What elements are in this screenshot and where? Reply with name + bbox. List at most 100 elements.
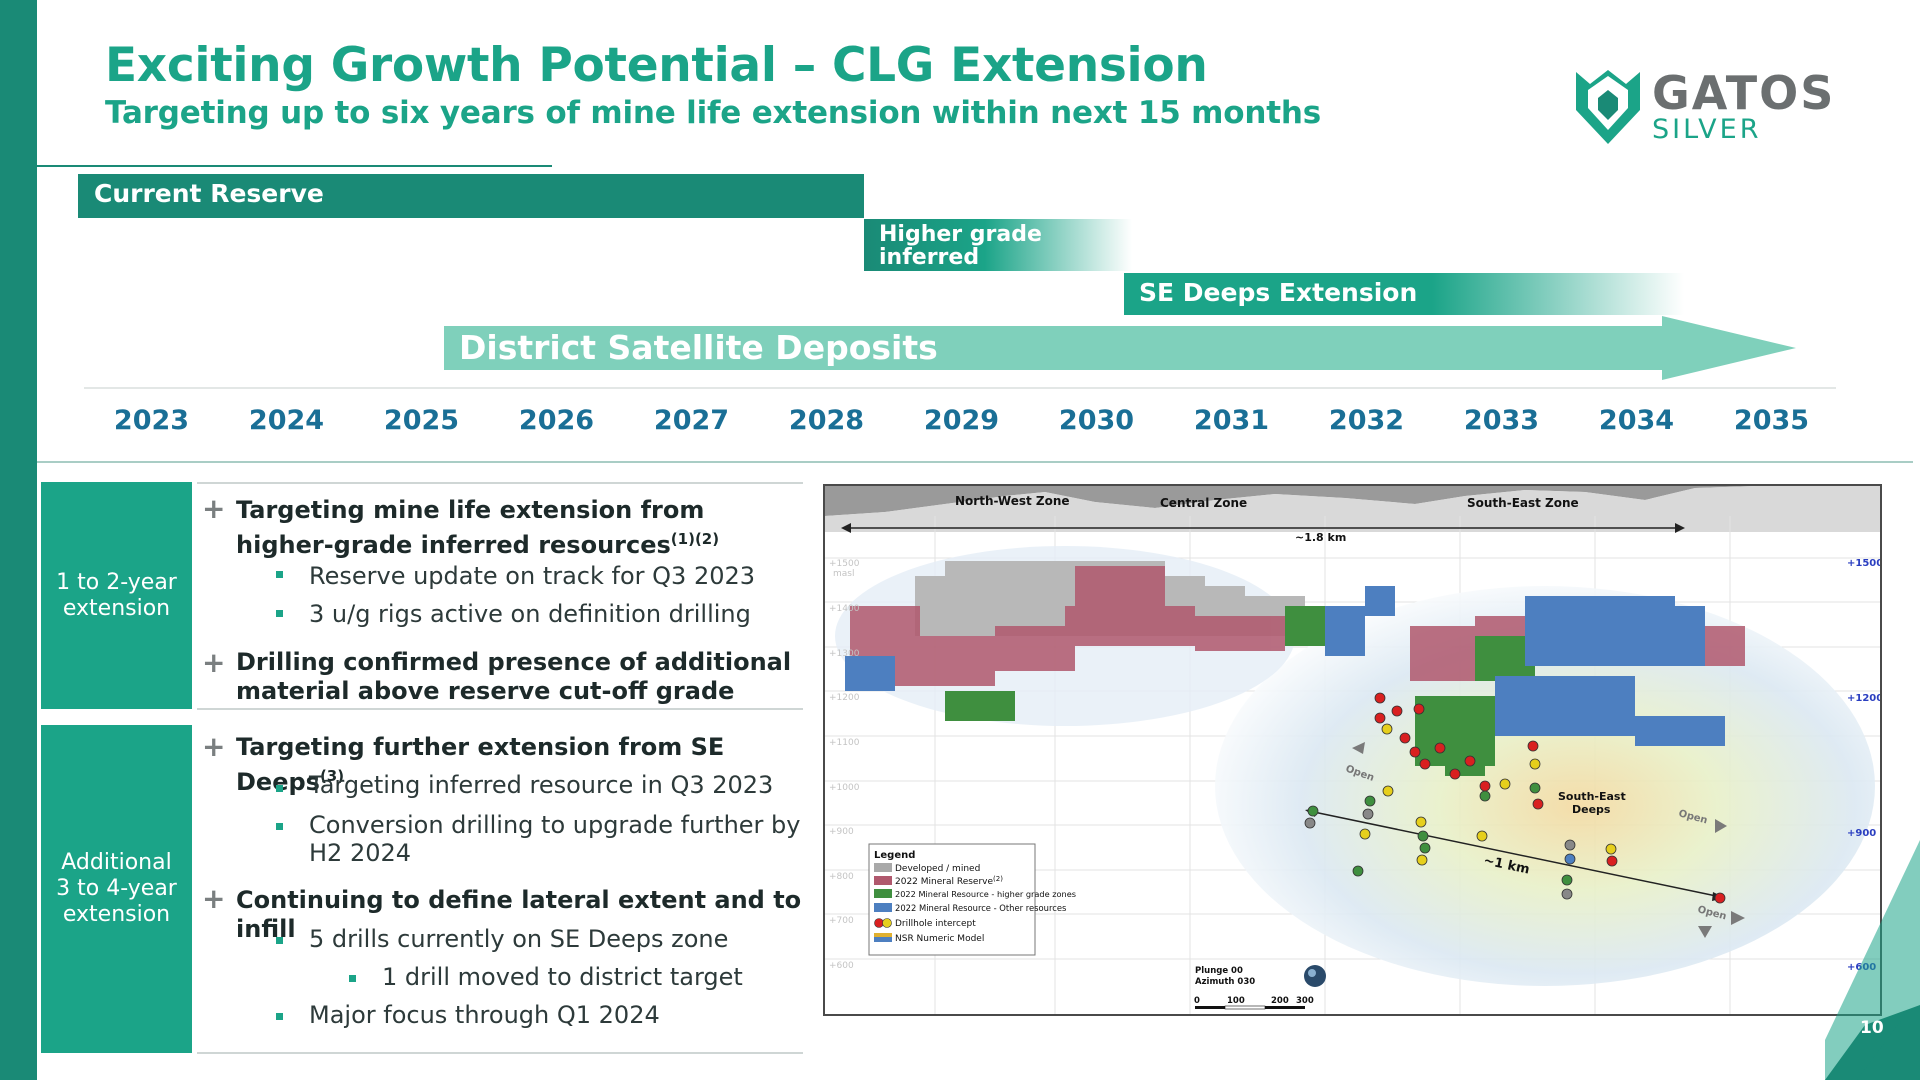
elevation-unit-left: masl xyxy=(833,569,854,579)
year-label: 2028 xyxy=(788,405,865,436)
year-label: 2026 xyxy=(518,405,595,436)
square-bullet-icon xyxy=(349,975,356,982)
years-top-rule xyxy=(84,387,1836,389)
legend-item: NSR Numeric Model xyxy=(895,934,984,944)
gatos-silver-logo: GATOS SILVER xyxy=(1572,64,1836,148)
title-divider xyxy=(37,165,552,167)
logo-mark-icon xyxy=(1576,70,1640,144)
scale-label: 300 xyxy=(1296,996,1314,1006)
elevation-label-left: +1100 xyxy=(829,738,860,748)
section1-label-line1: 1 to 2-year xyxy=(56,569,177,595)
se-deeps-map-label-2: Deeps xyxy=(1572,803,1611,816)
left-accent-rail xyxy=(0,0,37,1080)
section2-sub-3: 5 drills currently on SE Deeps zone xyxy=(309,925,729,953)
district-satellite-label: District Satellite Deposits xyxy=(459,328,938,367)
se-deeps-label: SE Deeps Extension xyxy=(1139,278,1418,307)
section2-sub-2: Conversion drilling to upgrade further b… xyxy=(309,811,801,867)
plus-bullet-icon: + xyxy=(202,882,226,915)
scale-bar xyxy=(1195,1006,1225,1009)
logo-wordmark-gatos: GATOS xyxy=(1652,66,1836,120)
elevation-label: +1200 xyxy=(1847,693,1880,704)
timeline-arrow-head-icon xyxy=(1662,316,1796,380)
elevation-label-left: +600 xyxy=(829,961,854,971)
year-label: 2027 xyxy=(653,405,730,436)
section2-sub-4: Major focus through Q1 2024 xyxy=(309,1001,660,1029)
year-label: 2035 xyxy=(1733,405,1810,436)
page-title: Exciting Growth Potential – CLG Extensio… xyxy=(105,38,1208,93)
year-label: 2034 xyxy=(1598,405,1675,436)
footnote-ref: (1)(2) xyxy=(670,530,720,548)
map-legend: Legend Developed / mined 2022 Mineral Re… xyxy=(868,843,1076,956)
timeline-bar-district-satellite: District Satellite Deposits xyxy=(444,326,1664,370)
plus-bullet-icon: + xyxy=(202,492,226,525)
square-bullet-icon xyxy=(276,937,283,944)
long-section-figure: North-West Zone Central Zone South-East … xyxy=(823,484,1882,1016)
zone-label-central: Central Zone xyxy=(1160,496,1247,510)
legend-title: Legend xyxy=(874,850,915,861)
section2-label-line2: 3 to 4-year xyxy=(56,876,177,901)
elevation-label-left: +900 xyxy=(829,827,854,837)
section2-sub-1: Targeting inferred resource in Q3 2023 xyxy=(309,771,774,799)
square-bullet-icon xyxy=(276,1013,283,1020)
logo-wordmark-silver: SILVER xyxy=(1652,114,1762,145)
timeline-bar-current-reserve: Current Reserve xyxy=(78,174,864,218)
page-subtitle: Targeting up to six years of mine life e… xyxy=(105,95,1321,131)
legend-item: Drillhole intercept xyxy=(895,919,976,929)
elevation-label-left: +1400 xyxy=(829,604,860,614)
plus-bullet-icon: + xyxy=(202,730,226,763)
section1-bullet-1: Targeting mine life extension from highe… xyxy=(236,496,806,560)
elevation-label: +900 xyxy=(1847,828,1876,839)
plunge-label: Plunge 00 xyxy=(1195,966,1243,976)
section1-sub-1: Reserve update on track for Q3 2023 xyxy=(309,562,756,590)
section2-subsub-1: 1 drill moved to district target xyxy=(382,963,743,991)
elevation-label: +1500 xyxy=(1847,558,1880,569)
higher-grade-label-2: inferred xyxy=(879,245,980,270)
section1-bullet-2: Drilling confirmed presence of additiona… xyxy=(236,648,792,705)
year-label: 2031 xyxy=(1193,405,1270,436)
year-axis: 2023 2024 2025 2026 2027 2028 2029 2030 … xyxy=(84,405,1836,445)
plus-bullet-icon: + xyxy=(202,646,226,679)
square-bullet-icon xyxy=(276,785,283,792)
footnote-ref: (3) xyxy=(319,767,345,785)
section-label-1-to-2-year: 1 to 2-year extension xyxy=(41,482,192,709)
elevation-label-left: +1500 xyxy=(829,559,860,569)
page-number: 10 xyxy=(1860,1018,1884,1038)
corner-accent xyxy=(1825,840,1920,1080)
section1-bullet-1-text: Targeting mine life extension from highe… xyxy=(236,496,705,559)
zone-label-se: South-East Zone xyxy=(1467,496,1579,510)
elevation-label-left: +800 xyxy=(829,872,854,882)
year-label: 2023 xyxy=(113,405,190,436)
year-label: 2024 xyxy=(248,405,325,436)
timeline-bar-se-deeps: SE Deeps Extension xyxy=(1124,273,1684,315)
years-bottom-rule xyxy=(37,461,1913,463)
elevation-label-left: +1200 xyxy=(829,693,860,703)
azimuth-label: Azimuth 030 xyxy=(1195,977,1255,987)
square-bullet-icon xyxy=(276,823,283,830)
section2-bullet-2: Continuing to define lateral extent and … xyxy=(236,886,802,943)
elevation-label-left: +1300 xyxy=(829,649,860,659)
year-label: 2033 xyxy=(1463,405,1540,436)
se-deeps-map-label-1: South-East xyxy=(1558,790,1626,803)
span-label: ~1.8 km xyxy=(1295,531,1346,544)
orientation-globe-icon xyxy=(1304,965,1326,987)
scale-label: 0 xyxy=(1194,996,1200,1006)
year-label: 2032 xyxy=(1328,405,1405,436)
current-reserve-label: Current Reserve xyxy=(94,179,324,208)
square-bullet-icon xyxy=(276,571,283,578)
section-divider xyxy=(197,708,803,710)
legend-item: 2022 Mineral Resource - higher grade zon… xyxy=(895,889,1076,899)
section2-label-line1: Additional xyxy=(61,850,172,875)
section2-label-line3: extension xyxy=(62,902,171,927)
elevation-label-left: +1000 xyxy=(829,783,860,793)
section-label-additional-extension: Additional 3 to 4-year extension xyxy=(41,725,192,1053)
legend-item: Developed / mined xyxy=(895,864,980,874)
scale-label: 100 xyxy=(1227,996,1245,1006)
square-bullet-icon xyxy=(276,610,283,617)
zone-label-nw: North-West Zone xyxy=(955,494,1070,508)
year-label: 2030 xyxy=(1058,405,1135,436)
section-divider xyxy=(197,1052,803,1054)
year-label: 2029 xyxy=(923,405,1000,436)
legend-item: 2022 Mineral Reserve(2) xyxy=(895,875,1003,887)
legend-item: 2022 Mineral Resource - Other resources xyxy=(895,903,1066,913)
scale-label: 200 xyxy=(1271,996,1289,1006)
